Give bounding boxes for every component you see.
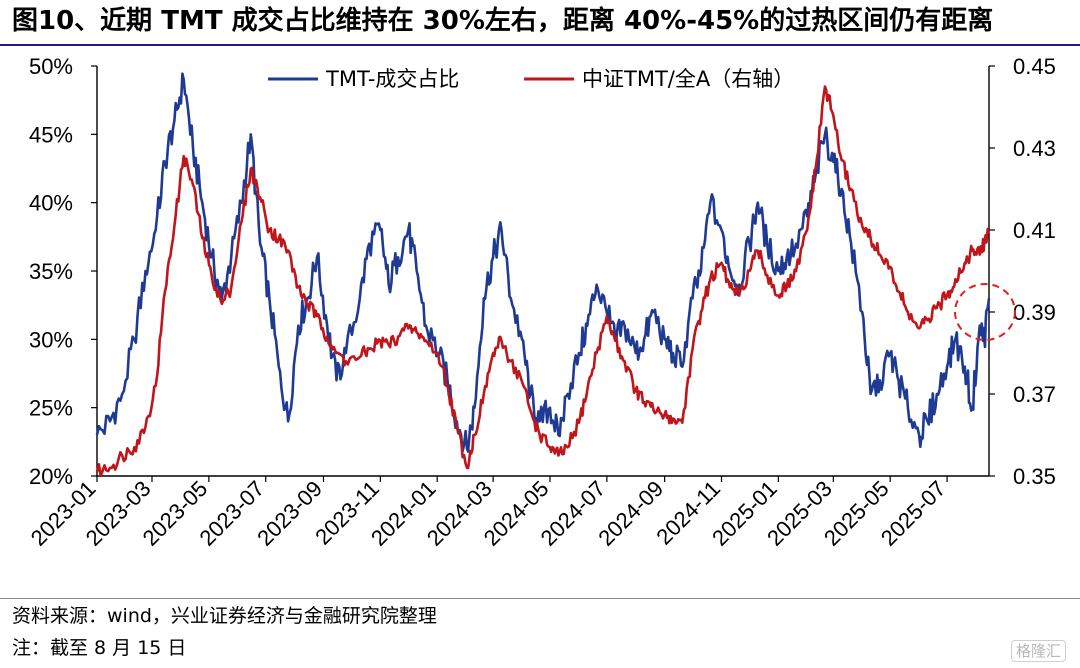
y-left-tick-label: 25% xyxy=(29,396,73,421)
footer-divider xyxy=(0,598,1080,599)
chart-canvas: 20% 25% 30% 35% 40% 45% 50% 0.35 0.37 0.39 0.41 0.4… xyxy=(26,54,1056,551)
x-tick-label: 2024-09 xyxy=(593,476,668,551)
y-left-tick-label: 35% xyxy=(29,259,73,284)
legend-label: 中证TMT/全A（右轴） xyxy=(582,67,794,91)
y-left-tick-label: 40% xyxy=(29,191,73,216)
chart-legend: TMT-成交占比 中证TMT/全A（右轴） xyxy=(268,67,794,91)
date-note: 注：截至 8 月 15 日 xyxy=(12,637,187,659)
watermark: 格隆汇 xyxy=(1010,640,1066,662)
y-right-tick-label: 0.41 xyxy=(1013,218,1056,243)
y-right-tick-label: 0.37 xyxy=(1013,382,1056,407)
legend-label: TMT-成交占比 xyxy=(325,67,459,91)
series-line-tmt-vs-all-a xyxy=(95,85,991,478)
series-line-tmt-share xyxy=(95,72,991,453)
source-note: 资料来源：wind，兴业证券经济与金融研究院整理 xyxy=(12,605,437,627)
x-tick-label: 2023-09 xyxy=(252,476,327,551)
y-left-tick-label: 20% xyxy=(29,464,73,489)
y-right-tick-label: 0.35 xyxy=(1013,464,1056,489)
y-right-tick-label: 0.39 xyxy=(1013,300,1056,325)
title-divider xyxy=(0,44,1080,46)
figure-title: 图10、近期 TMT 成交占比维持在 30%左右，距离 40%-45%的过热区间… xyxy=(12,6,994,36)
y-left-tick-label: 45% xyxy=(29,122,73,147)
series-group xyxy=(95,72,991,478)
y-right-tick-label: 0.45 xyxy=(1013,54,1056,79)
y-right-tick-label: 0.43 xyxy=(1013,136,1056,161)
y-left-tick-label: 30% xyxy=(29,327,73,352)
y-left-tick-label: 50% xyxy=(29,54,73,79)
annotation-group xyxy=(954,283,1016,341)
highlight-circle xyxy=(954,283,1016,341)
axes-group: 20% 25% 30% 35% 40% 45% 50% 0.35 0.37 0.39 0.41 0.4… xyxy=(26,54,1056,551)
